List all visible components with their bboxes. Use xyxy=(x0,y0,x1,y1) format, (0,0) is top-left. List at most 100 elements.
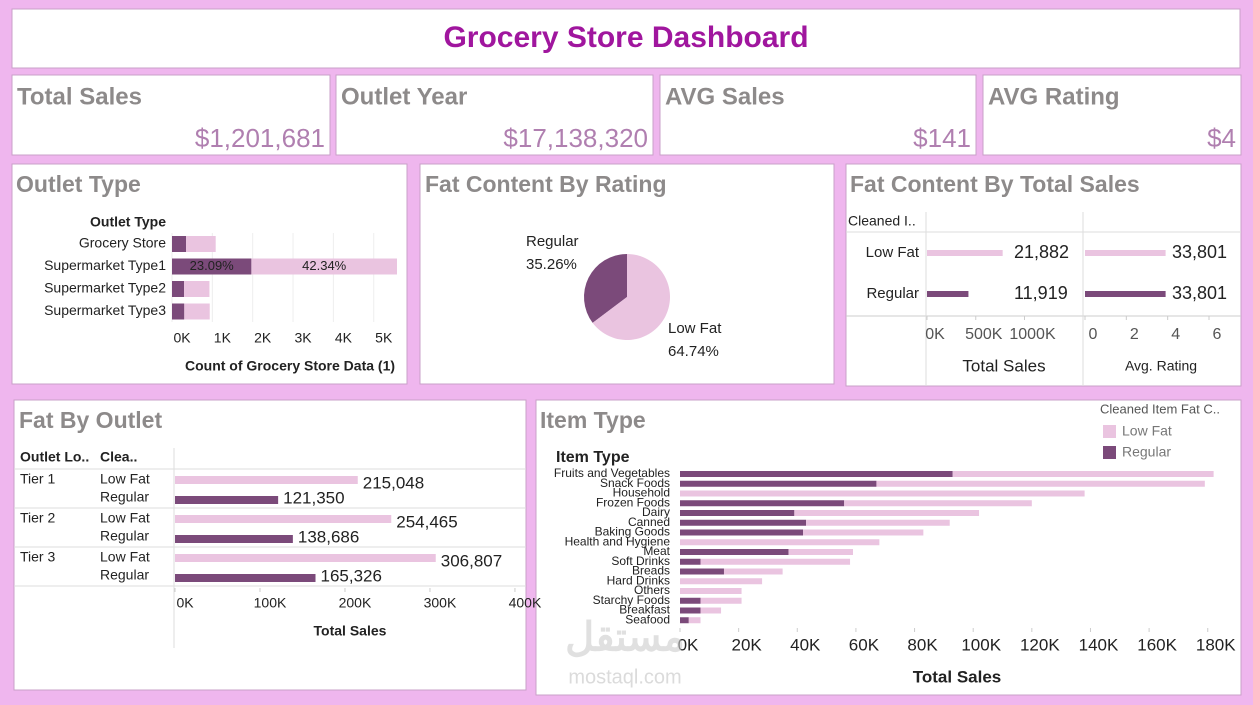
category-label: Health and Hygiene xyxy=(565,534,671,548)
pie-slice xyxy=(583,254,627,323)
bar-segment xyxy=(172,258,252,275)
bar-segment xyxy=(876,480,1205,487)
x-tick-label: 4 xyxy=(1171,326,1180,343)
x-tick-label: 6 xyxy=(1213,326,1222,343)
value-label: 165,326 xyxy=(321,566,382,585)
category-label: Seafood xyxy=(625,612,670,626)
bar-segment xyxy=(680,471,953,477)
x-tick-label: 3K xyxy=(294,330,312,346)
bar xyxy=(175,496,279,504)
bar-segment xyxy=(680,597,701,604)
category-label: Dairy xyxy=(642,505,670,519)
segment-label: 42.34% xyxy=(302,258,347,273)
kpi-panel xyxy=(11,74,331,156)
kpi-panel xyxy=(659,74,977,156)
x-axis-label: Count of Grocery Store Data (1) xyxy=(185,358,395,374)
x-tick-label: 0K xyxy=(678,635,699,654)
kpi-label: Outlet Year xyxy=(341,83,467,110)
value-label: 138,686 xyxy=(298,527,359,546)
bar-segment xyxy=(680,490,1085,497)
bar-segment xyxy=(680,588,742,594)
bar-segment xyxy=(700,597,742,604)
bar-segment xyxy=(680,549,789,555)
bar-segment xyxy=(680,480,877,487)
pie-slice xyxy=(592,254,670,341)
category-label: Soft Drinks xyxy=(611,554,670,568)
x-tick-label: 20K xyxy=(732,635,763,654)
panel-title: Item Type xyxy=(540,407,646,433)
category-label: Others xyxy=(634,583,670,597)
bar-segment xyxy=(700,558,851,565)
value-label: 306,807 xyxy=(441,551,502,570)
row-label: Regular xyxy=(866,285,919,302)
x-axis-label: Total Sales xyxy=(962,356,1045,375)
row-label: Low Fat xyxy=(866,244,920,261)
fat-sales-panel xyxy=(845,163,1242,387)
category-label: Household xyxy=(613,486,670,500)
x-tick-label: 0K xyxy=(176,595,194,611)
bar-segment xyxy=(803,529,924,536)
kpi-panel xyxy=(335,74,654,156)
slice-label: Low Fat xyxy=(668,320,722,337)
legend-title: Cleaned Item Fat C.. xyxy=(1100,401,1220,416)
column-header: Outlet Lo.. xyxy=(20,449,89,465)
bar xyxy=(1085,250,1166,256)
kpi-label: AVG Rating xyxy=(988,83,1120,110)
x-axis-label: Total Sales xyxy=(314,623,387,639)
bar-segment xyxy=(844,500,1032,507)
panel-title: Fat Content By Total Sales xyxy=(850,171,1140,197)
x-tick-label: 0K xyxy=(173,330,191,346)
bar-label: 21,882 xyxy=(1014,242,1069,262)
bar xyxy=(927,250,1003,256)
bar xyxy=(175,476,358,484)
x-tick-label: 200K xyxy=(339,595,372,611)
kpi-panel xyxy=(982,74,1242,156)
x-tick-label: 400K xyxy=(509,595,542,611)
category-label: Supermarket Type3 xyxy=(44,302,166,318)
x-tick-label: 1K xyxy=(214,330,232,346)
bar-label: 33,801 xyxy=(1172,242,1227,262)
x-tick-label: 160K xyxy=(1137,635,1177,654)
bar-segment xyxy=(680,500,845,507)
tier-label: Tier 3 xyxy=(20,549,55,565)
fat-label: Low Fat xyxy=(100,510,150,526)
bar-segment xyxy=(184,303,210,320)
value-label: 254,465 xyxy=(396,512,457,531)
x-tick-label: 180K xyxy=(1196,635,1236,654)
bar-segment xyxy=(680,607,701,614)
bar xyxy=(927,291,969,297)
bar xyxy=(175,574,316,582)
bar-segment xyxy=(680,529,804,536)
fat-label: Low Fat xyxy=(100,471,150,487)
column-header: Clea.. xyxy=(100,449,137,465)
fat-outlet-panel xyxy=(13,399,527,691)
x-tick-label: 5K xyxy=(375,330,393,346)
category-label: Supermarket Type2 xyxy=(44,280,166,296)
legend-swatch xyxy=(1103,446,1116,459)
axis-header: Item Type xyxy=(556,449,630,466)
watermark: مستقل xyxy=(565,616,685,660)
bar-segment xyxy=(952,471,1214,477)
x-tick-label: 100K xyxy=(961,635,1001,654)
x-tick-label: 2K xyxy=(254,330,272,346)
x-tick-label: 500K xyxy=(965,326,1003,343)
x-tick-label: 1000K xyxy=(1009,326,1056,343)
x-tick-label: 80K xyxy=(907,635,938,654)
dashboard-title: Grocery Store Dashboard xyxy=(443,21,808,54)
fat-label: Low Fat xyxy=(100,549,150,565)
kpi-label: Total Sales xyxy=(17,83,142,110)
bar xyxy=(175,535,293,543)
item-type-panel xyxy=(535,399,1242,696)
slice-label: Regular xyxy=(526,233,579,250)
category-label: Breads xyxy=(632,564,670,578)
bar-label: 11,919 xyxy=(1014,283,1068,303)
kpi-value: $141 xyxy=(913,123,971,153)
category-label: Canned xyxy=(628,515,670,529)
bar-segment xyxy=(680,578,763,585)
x-tick-label: 100K xyxy=(254,595,287,611)
legend-swatch xyxy=(1103,425,1116,438)
x-tick-label: 120K xyxy=(1020,635,1060,654)
category-label: Baking Goods xyxy=(595,525,670,539)
slice-value-label: 64.74% xyxy=(668,343,719,360)
fat-label: Regular xyxy=(100,567,149,583)
